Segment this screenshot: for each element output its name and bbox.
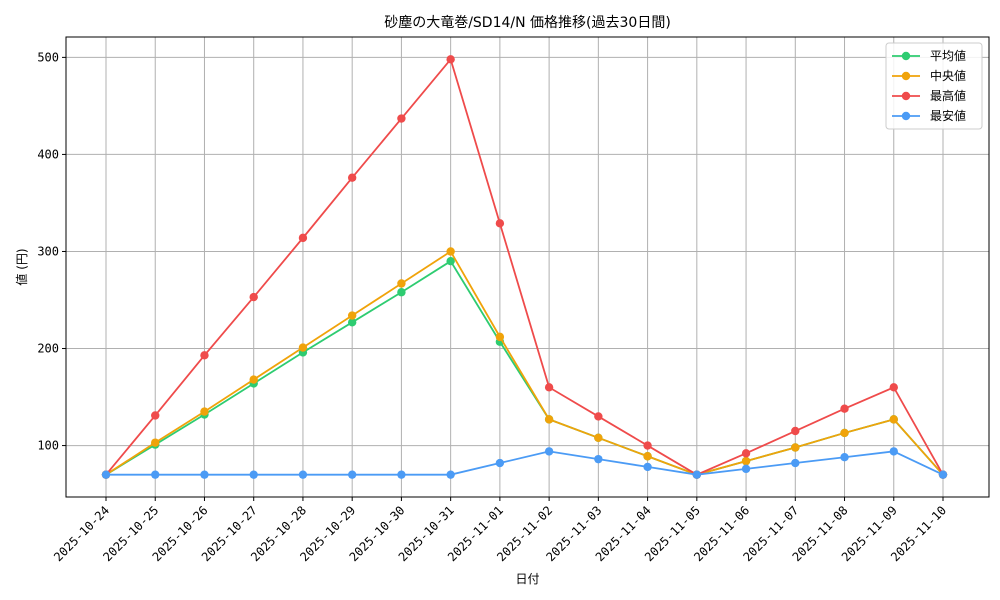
series-line — [105, 250, 944, 476]
data-point — [347, 318, 357, 327]
data-point — [791, 443, 800, 452]
plot-frame — [65, 36, 990, 498]
data-point — [495, 219, 505, 228]
data-point — [643, 452, 652, 461]
data-point — [347, 173, 357, 182]
data-point — [594, 433, 603, 443]
data-point — [889, 447, 898, 456]
data-point — [151, 438, 160, 447]
data-point — [544, 383, 554, 392]
data-point — [397, 470, 406, 479]
data-point — [791, 458, 800, 468]
data-point — [347, 470, 357, 479]
data-point — [397, 279, 406, 288]
data-point — [889, 383, 898, 392]
data-point — [397, 288, 406, 297]
chart-title: 砂塵の大竜巻/SD14/N 価格推移(過去30日間) — [384, 14, 671, 31]
legend-marker — [901, 91, 911, 101]
series-2 — [101, 55, 948, 479]
y-axis-label: 値 (円) — [14, 248, 29, 285]
y-tick-label: 400 — [37, 147, 59, 161]
series-3 — [101, 447, 948, 479]
legend-label: 中央値 — [930, 68, 966, 83]
data-point — [840, 404, 849, 413]
data-point — [446, 470, 455, 479]
legend-label: 最高値 — [930, 88, 966, 103]
data-point — [446, 55, 455, 64]
data-point — [544, 447, 554, 456]
data-point — [741, 449, 751, 458]
data-point — [938, 470, 948, 479]
grid-layer — [66, 37, 989, 497]
data-point — [594, 454, 603, 464]
x-axis-label: 日付 — [515, 572, 539, 586]
data-point — [298, 470, 308, 479]
data-point — [249, 470, 258, 479]
legend-marker — [901, 71, 911, 81]
y-tick-label: 500 — [37, 50, 59, 64]
data-point — [544, 415, 554, 424]
legend-marker — [901, 111, 911, 121]
data-point — [643, 462, 652, 472]
data-point — [446, 256, 455, 266]
series-line — [105, 259, 944, 476]
legend-box — [885, 42, 983, 130]
data-point — [298, 343, 308, 352]
data-point — [446, 247, 455, 256]
legend-label: 平均値 — [930, 48, 966, 63]
data-point — [397, 114, 406, 123]
data-point — [101, 470, 111, 479]
data-point — [840, 453, 849, 462]
data-point — [741, 456, 751, 466]
data-point — [840, 428, 849, 438]
data-point — [692, 470, 702, 479]
data-point — [151, 470, 160, 479]
data-point — [200, 351, 209, 360]
tick-layer: 2025-10-242025-10-252025-10-262025-10-27… — [37, 50, 949, 564]
y-tick-label: 100 — [37, 439, 59, 453]
legend-marker — [901, 51, 911, 61]
data-point — [200, 407, 209, 416]
data-point — [249, 292, 258, 302]
data-point — [495, 332, 505, 342]
data-point — [249, 375, 258, 384]
data-point — [889, 415, 898, 424]
data-point — [594, 412, 603, 421]
data-point — [298, 233, 308, 243]
data-point — [151, 411, 160, 420]
data-point — [741, 464, 751, 474]
y-tick-label: 300 — [37, 244, 59, 258]
y-tick-label: 200 — [37, 342, 59, 356]
data-point — [347, 311, 357, 320]
series-1 — [101, 247, 948, 479]
data-point — [200, 470, 209, 479]
data-point — [495, 458, 505, 468]
series-layer — [101, 55, 948, 479]
series-line — [105, 57, 944, 476]
series-line — [106, 450, 944, 476]
data-point — [791, 426, 800, 436]
data-point — [643, 441, 652, 450]
legend-label: 最安値 — [930, 108, 966, 123]
